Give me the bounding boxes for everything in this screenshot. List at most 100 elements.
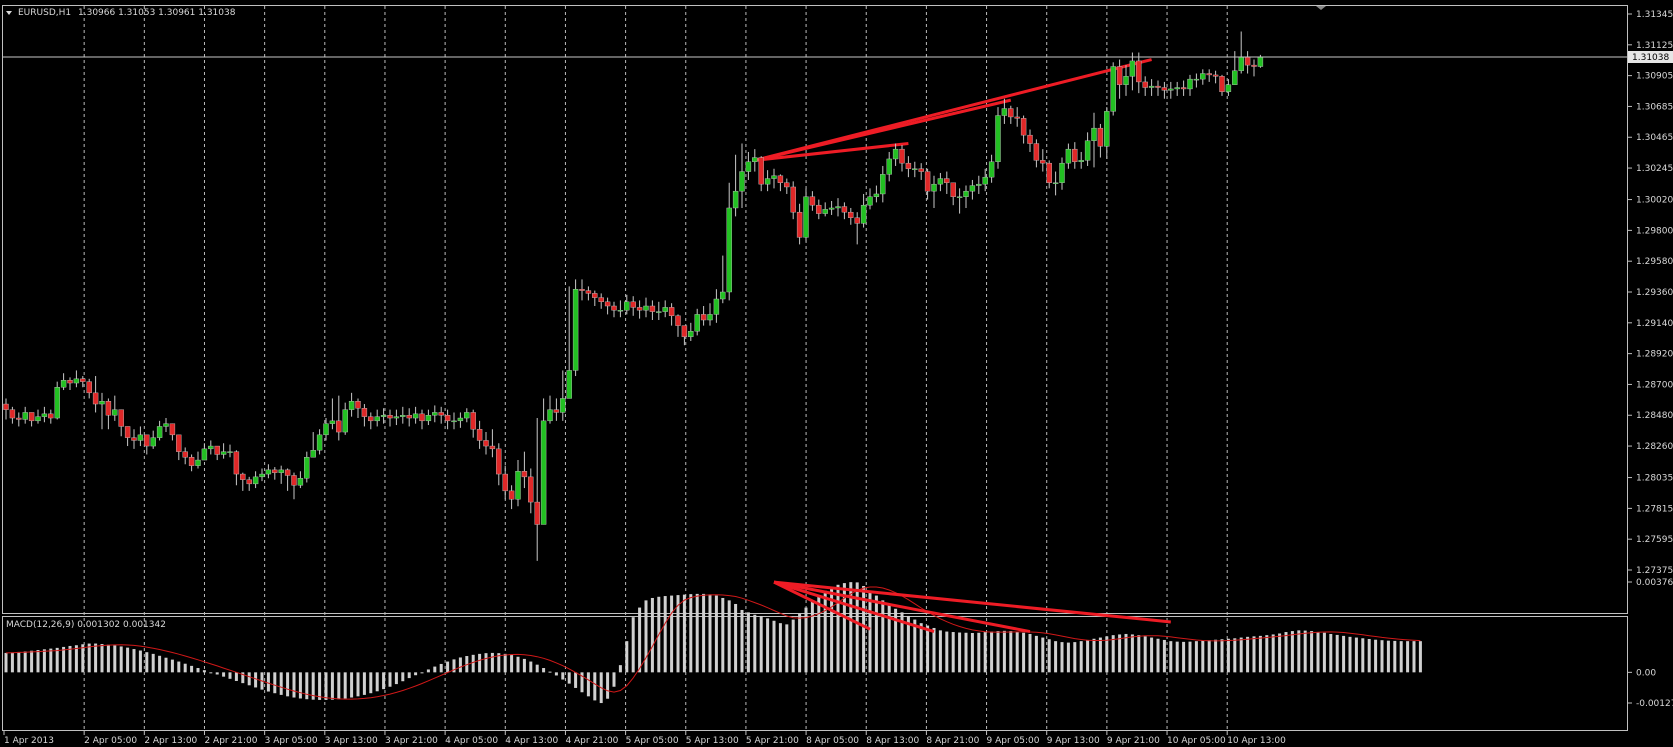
candle-body [272, 469, 278, 473]
candle-body [848, 211, 854, 218]
candle-body [764, 178, 771, 185]
macd-bar [10, 652, 14, 673]
macd-bar [343, 672, 347, 699]
candle [1104, 107, 1110, 159]
macd-bar [1342, 635, 1346, 673]
x-tick-label: 4 Apr 05:00 [445, 736, 498, 746]
y-tick-label: 1.30020 [1636, 196, 1673, 206]
candle [99, 392, 105, 430]
macd-bar [279, 672, 283, 695]
macd-bar [1041, 637, 1045, 673]
shift-marker-icon[interactable] [1316, 6, 1326, 10]
candle [169, 423, 176, 441]
candle [438, 406, 444, 424]
candle-body [246, 479, 252, 485]
x-tick-label: 3 Apr 13:00 [325, 736, 378, 746]
candle-body [713, 298, 720, 315]
macd-bar [1066, 642, 1070, 673]
macd-trendline[interactable] [773, 580, 1171, 624]
price-axis: 1.31345 1.31125 1.30905 1.30685 1.30465 1.302… [1627, 10, 1673, 576]
candle [1033, 139, 1040, 168]
macd-bar [625, 641, 629, 673]
candle [508, 485, 515, 510]
macd-bar [254, 672, 258, 688]
price-trendlines[interactable] [754, 58, 1152, 162]
macd-bar [382, 672, 386, 690]
macd-bar [190, 665, 194, 673]
candle [400, 406, 406, 424]
macd-bar [554, 672, 558, 676]
candle [899, 144, 905, 172]
candle-body [374, 416, 380, 422]
candle-body [771, 175, 777, 179]
candle-body [240, 473, 246, 480]
candle-body [355, 401, 361, 409]
macd-bar [196, 668, 200, 673]
candle-body [80, 378, 86, 382]
macd-bar [177, 661, 181, 673]
trendline[interactable] [754, 142, 909, 162]
candle [54, 381, 60, 420]
macd-bar [932, 627, 936, 673]
macd-bar [1143, 636, 1147, 673]
macd-bar [1009, 631, 1013, 673]
candle [387, 409, 393, 427]
macd-bar [1239, 637, 1243, 673]
candle-body [1257, 56, 1264, 67]
candle [73, 370, 80, 388]
macd-bar [356, 672, 360, 697]
candle [771, 168, 777, 189]
macd-trendline[interactable] [773, 580, 1031, 634]
chevron-down-icon[interactable] [6, 11, 12, 15]
trendline[interactable] [754, 98, 1012, 162]
candle [1097, 123, 1104, 158]
candle [502, 465, 508, 500]
candle-body [137, 434, 144, 441]
candle [880, 165, 886, 203]
candle-body [784, 182, 790, 188]
candle-body [496, 448, 502, 475]
macd-bar [100, 644, 104, 673]
candle-body [739, 171, 745, 192]
candle [796, 203, 803, 245]
candle [726, 182, 732, 301]
candle-body [835, 206, 841, 209]
candle [1155, 80, 1161, 96]
candle-body [924, 171, 931, 192]
candle [1027, 129, 1033, 152]
candle [112, 395, 118, 421]
candle-body [316, 434, 323, 451]
y-tick-label: 1.30245 [1636, 164, 1673, 174]
macd-bar [964, 632, 968, 673]
macd-bar [798, 613, 802, 673]
candle [720, 255, 726, 304]
macd-bar [938, 630, 942, 673]
macd-trendline[interactable] [773, 580, 871, 631]
candle-body [444, 415, 451, 422]
candle-body [796, 211, 803, 238]
macd-bar [1220, 639, 1224, 673]
macd-bar [286, 672, 290, 697]
candle [604, 297, 611, 315]
x-tick-label: 10 Apr 13:00 [1227, 736, 1286, 746]
candle-body [1232, 70, 1238, 85]
macd-bar [1393, 640, 1397, 673]
macd-trendlines[interactable] [773, 580, 1171, 634]
macd-bar [375, 672, 379, 692]
macd-bar [1374, 639, 1378, 673]
candle [713, 289, 720, 323]
candle [803, 188, 809, 242]
candle [521, 451, 528, 489]
candle [496, 443, 502, 486]
candle-body [1161, 87, 1168, 91]
candle [937, 172, 944, 192]
macd-bar [1367, 638, 1371, 673]
macd-bar [1086, 639, 1090, 673]
macd-bar [721, 597, 725, 673]
macd-bar [228, 672, 232, 679]
macd-bar [202, 670, 206, 673]
candle [931, 175, 937, 208]
candle-body [540, 420, 547, 525]
macd-trendline[interactable] [773, 580, 935, 633]
